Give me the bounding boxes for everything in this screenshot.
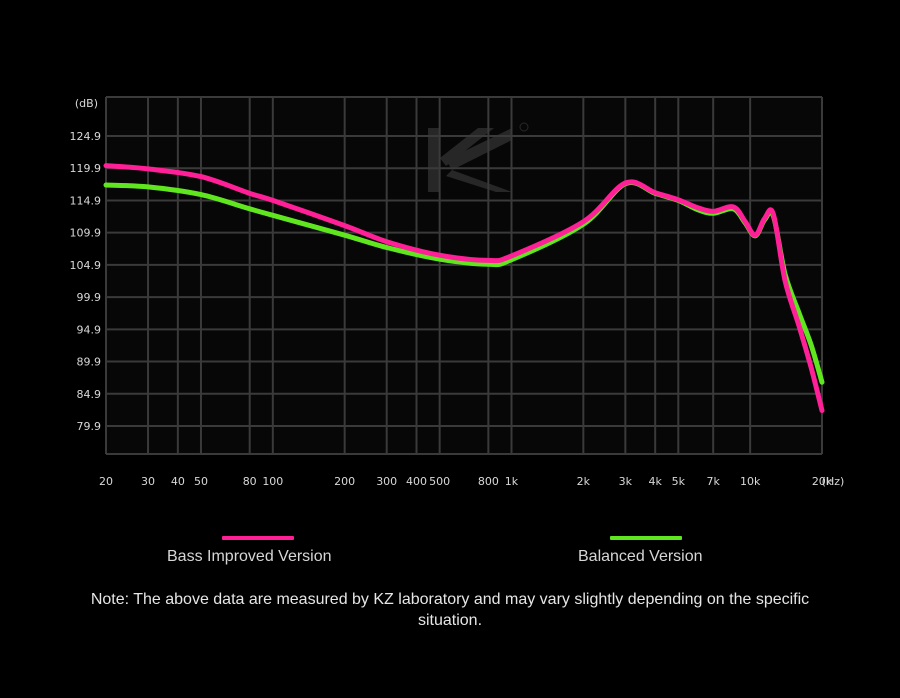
- y-tick-label: 124.9: [70, 130, 102, 143]
- x-tick-label: 40: [171, 475, 185, 488]
- x-tick-label: 100: [262, 475, 283, 488]
- x-axis-label: (Hz): [822, 475, 845, 488]
- y-tick-label: 89.9: [77, 356, 102, 369]
- x-tick-label: 500: [429, 475, 450, 488]
- y-axis-label: (dB): [75, 97, 98, 110]
- chart-legend: Bass Improved Version Balanced Version: [0, 532, 900, 582]
- x-tick-label: 50: [194, 475, 208, 488]
- x-tick-label: 10k: [740, 475, 761, 488]
- y-tick-label: 94.9: [77, 323, 102, 336]
- y-tick-label: 109.9: [70, 227, 102, 240]
- y-tick-label: 114.9: [70, 194, 102, 207]
- legend-swatch-balanced: [610, 536, 682, 540]
- y-tick-label: 79.9: [77, 420, 102, 433]
- measurement-note: Note: The above data are measured by KZ …: [90, 591, 810, 629]
- y-tick-label: 104.9: [70, 259, 102, 272]
- legend-label-balanced: Balanced Version: [578, 548, 703, 565]
- x-tick-label: 3k: [619, 475, 633, 488]
- x-tick-label: 7k: [706, 475, 720, 488]
- y-tick-label: 99.9: [77, 291, 102, 304]
- x-tick-label: 300: [376, 475, 397, 488]
- x-tick-label: 4k: [648, 475, 662, 488]
- x-tick-label: 1k: [505, 475, 519, 488]
- x-tick-label: 20: [99, 475, 113, 488]
- x-tick-label: 30: [141, 475, 155, 488]
- x-tick-label: 800: [478, 475, 499, 488]
- x-tick-label: 2k: [577, 475, 591, 488]
- x-tick-label: 400: [406, 475, 427, 488]
- x-tick-label: 80: [243, 475, 257, 488]
- y-tick-label: 119.9: [70, 162, 102, 175]
- x-tick-label: 20k: [812, 475, 833, 488]
- legend-swatch-bass-improved: [222, 536, 294, 540]
- chart-svg: 124.9 119.9 114.9 109.9 104.9 99.9 94.9 89.9 84.…: [70, 96, 845, 488]
- frequency-response-chart: 124.9 119.9 114.9 109.9 104.9 99.9 94.9 89.9 84.…: [70, 96, 845, 488]
- x-tick-label: 5k: [672, 475, 686, 488]
- kz-logo-watermark: [428, 122, 529, 192]
- x-tick-label: 200: [334, 475, 355, 488]
- y-tick-label: 84.9: [77, 388, 102, 401]
- legend-label-bass-improved: Bass Improved Version: [167, 548, 332, 565]
- series-line-bass-improved-version: [103, 163, 825, 413]
